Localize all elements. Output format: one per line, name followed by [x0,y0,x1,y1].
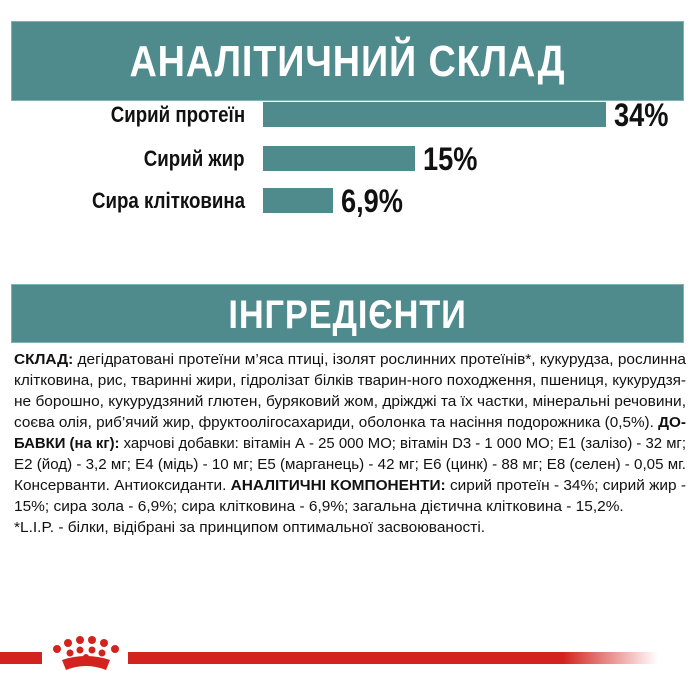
royal-canin-crown-logo [53,636,119,670]
bar [263,188,333,213]
text-line: соєва олія, риб’ячий жир, фруктоолігосах… [14,413,686,434]
text-segment: клітковина, рис, тваринні жири, гідроліз… [14,373,686,389]
ingredients-text: СКЛАД: дегідратовані протеїни м’яса птиц… [14,350,686,539]
chart-row: Сира клітковина 6,9% [0,184,700,218]
text-line: 15%; сира зола - 6,9%; сира клітковина -… [14,497,624,518]
text-line: *L.I.P. - білки, відібрані за принципом … [14,518,485,539]
text-segment: соєва олія, риб’ячий жир, фруктоолігосах… [14,415,659,431]
text-segment: *L.I.P. - білки, відібрані за принципом … [14,520,486,536]
category-label: Сирий жир [144,146,245,171]
section-title: АНАЛІТИЧНИЙ СКЛАД [129,37,566,86]
category-label: Сирий протеїн [110,102,245,127]
bold-heading: ДО- [658,415,686,431]
bold-heading: АНАЛІТИЧНІ КОМПОНЕНТИ: [230,478,446,494]
text-segment: дегідратовані протеїни м’яса птиці, ізол… [73,352,686,368]
text-segment: Консерванти. Антиоксиданти. [14,478,231,494]
text-line: БАВКИ (на кг): харчові добавки: вітамін … [14,434,686,455]
text-line: Консерванти. Антиоксиданти. АНАЛІТИЧНІ К… [14,476,686,497]
bold-heading: БАВКИ (на кг): [14,436,120,452]
ingredients-header: ІНГРЕДІЄНТИ [12,285,683,342]
bold-heading: СКЛАД: [14,352,74,368]
chart-row: Сирий жир 15% [0,142,700,176]
value-label: 34% [614,97,669,133]
text-segment: сирий протеїн - 34%; сирий жир - [445,478,686,494]
red-line-right [128,652,658,664]
text-segment: харчові добавки: вітамін А - 25 000 МО; … [119,436,686,452]
text-line: Е2 (йод) - 3,2 мг; Е4 (мідь) - 10 мг; Е5… [14,455,686,476]
bar [263,102,607,127]
bar [263,146,415,171]
value-label: 15% [422,141,477,177]
section-title: ІНГРЕДІЄНТИ [228,293,467,337]
chart-row: Сирий протеїн 34% [0,98,700,132]
analytical-composition-header: АНАЛІТИЧНИЙ СКЛАД [12,22,683,100]
text-line: клітковина, рис, тваринні жири, гідроліз… [14,371,686,392]
text-line: не борошно, кукурудзяний глютен, буряков… [14,392,686,413]
text-line: СКЛАД: дегідратовані протеїни м’яса птиц… [14,350,686,371]
red-line-left [0,652,42,664]
footer-brand-line [0,636,658,670]
text-segment: Е2 (йод) - 3,2 мг; Е4 (мідь) - 10 мг; Е5… [14,457,686,473]
value-label: 6,9% [340,183,403,219]
text-segment: 15%; сира зола - 6,9%; сира клітковина -… [14,499,624,515]
text-segment: не борошно, кукурудзяний глютен, буряков… [14,394,686,410]
category-label: Сира клітковина [91,188,245,213]
